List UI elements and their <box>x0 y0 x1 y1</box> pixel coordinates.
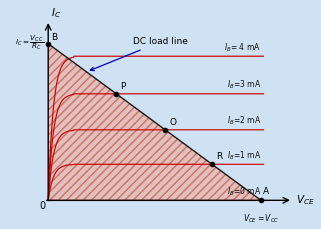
Text: $I_C$: $I_C$ <box>51 6 62 20</box>
Text: $I_B$=3 mA: $I_B$=3 mA <box>227 79 261 91</box>
Text: 0: 0 <box>40 201 46 211</box>
Text: DC load line: DC load line <box>91 37 188 71</box>
Text: O: O <box>169 118 177 127</box>
Text: R: R <box>216 152 222 161</box>
Text: P: P <box>121 82 126 91</box>
Text: A: A <box>263 187 269 196</box>
Text: B: B <box>51 33 57 42</box>
Text: $I_B$= 4 mA: $I_B$= 4 mA <box>224 41 261 54</box>
Text: $V_{CE}$: $V_{CE}$ <box>296 194 315 207</box>
Text: $I_B$=1 mA: $I_B$=1 mA <box>227 150 261 162</box>
Text: $I_C=\dfrac{V_{CC}}{R_C}$: $I_C=\dfrac{V_{CC}}{R_C}$ <box>15 34 44 52</box>
Polygon shape <box>48 44 261 200</box>
Text: $V_{CE}=V_{CC}$: $V_{CE}=V_{CC}$ <box>243 213 279 225</box>
Text: $I_B$=2 mA: $I_B$=2 mA <box>227 115 261 128</box>
Text: $I_B$=0 mA: $I_B$=0 mA <box>227 185 261 198</box>
